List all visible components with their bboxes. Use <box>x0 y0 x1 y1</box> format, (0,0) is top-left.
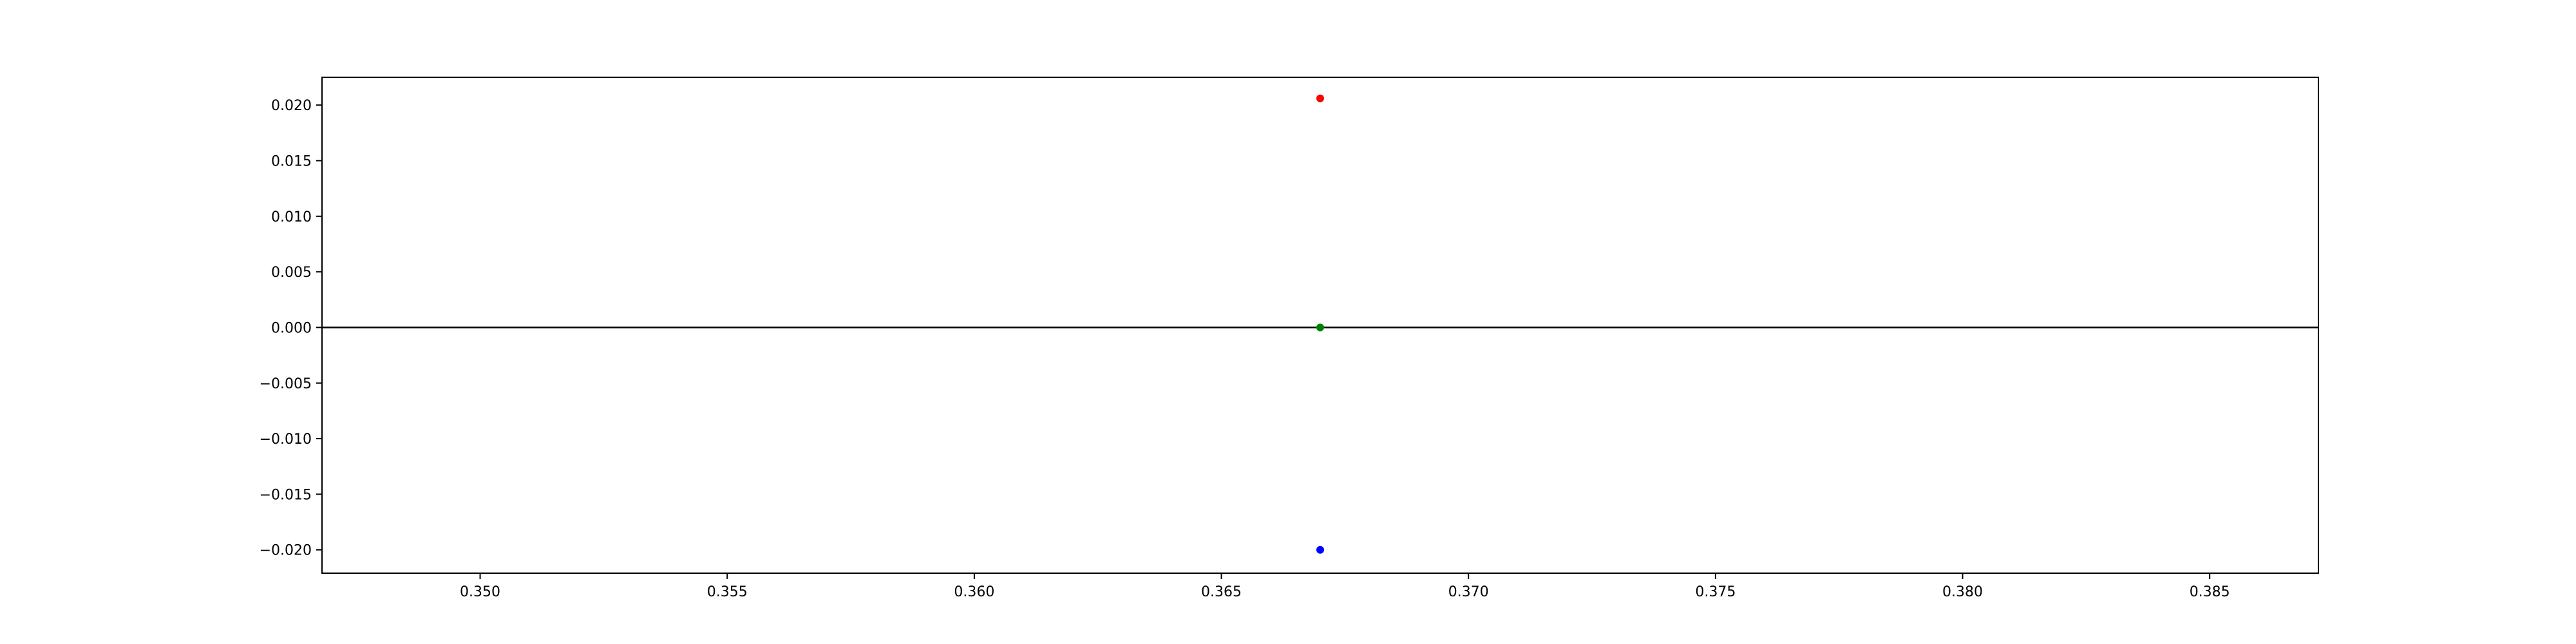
x-axis-ticks: 0.350 0.355 0.360 0.365 0.370 0.375 0.380 0.385 <box>460 573 2230 600</box>
x-tick-label: 0.360 <box>954 584 994 600</box>
data-point-series-1 <box>1316 94 1324 102</box>
x-tick-label: 0.380 <box>1942 584 1983 600</box>
y-tick-label: 0.005 <box>271 265 312 281</box>
y-tick-label: −0.010 <box>260 431 312 448</box>
x-tick-label: 0.365 <box>1201 584 1242 600</box>
data-points <box>1316 94 1324 554</box>
data-point-series-2 <box>1316 323 1324 332</box>
y-tick-label: 0.010 <box>271 209 312 225</box>
y-tick-label: 0.000 <box>271 320 312 336</box>
y-axis-ticks: 0.020 0.015 0.010 0.005 0.000 −0.005 −0.010 −0.… <box>260 98 322 559</box>
y-tick-label: −0.005 <box>260 376 312 392</box>
x-tick-label: 0.370 <box>1448 584 1489 600</box>
y-tick-label: 0.020 <box>271 98 312 114</box>
y-tick-label: −0.015 <box>260 487 312 503</box>
x-tick-label: 0.375 <box>1695 584 1736 600</box>
x-tick-label: 0.355 <box>707 584 748 600</box>
x-tick-label: 0.350 <box>460 584 500 600</box>
plot-frame <box>321 77 2319 574</box>
y-tick-label: −0.020 <box>260 543 312 559</box>
y-tick-label: 0.015 <box>271 153 312 169</box>
data-point-series-3 <box>1316 545 1324 554</box>
x-tick-label: 0.385 <box>2190 584 2230 600</box>
